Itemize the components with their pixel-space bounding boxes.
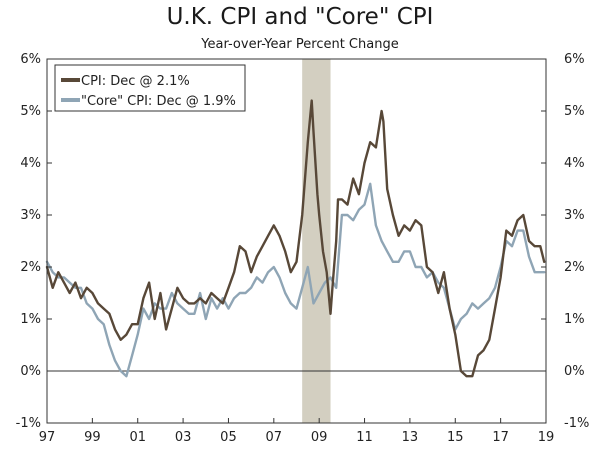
y-tick-label-left: 6% <box>20 52 41 67</box>
core-cpi-series-line <box>45 182 546 378</box>
x-tick-label: 19 <box>538 430 555 445</box>
y-tick-label-left: 5% <box>20 104 41 119</box>
y-tick-label-right: 6% <box>564 52 585 67</box>
x-tick-label: 01 <box>129 430 146 445</box>
x-tick-labels: 97 99 01 03 05 07 09 11 13 15 17 19 <box>39 418 555 445</box>
recession-layer <box>302 59 331 423</box>
y-tick-label-right: 3% <box>564 208 585 223</box>
recession-band <box>302 59 331 423</box>
y-tick-label-left: 2% <box>20 260 41 275</box>
legend-box <box>54 64 246 112</box>
x-tick-label: 13 <box>402 430 419 445</box>
x-tick-label: 99 <box>84 430 101 445</box>
y-tick-label-left: 1% <box>20 312 41 327</box>
y-tick-label-left: 4% <box>20 156 41 171</box>
y-tick-label-left: -1% <box>16 416 41 431</box>
y-tick-label-right: 1% <box>564 312 585 327</box>
chart-subtitle: Year-over-Year Percent Change <box>201 37 399 52</box>
y-tick-label-right: 2% <box>564 260 585 275</box>
x-tick-label: 07 <box>266 430 283 445</box>
y-tick-label-right: 5% <box>564 104 585 119</box>
y-tick-label-left: 3% <box>20 208 41 223</box>
series-layer <box>45 99 546 378</box>
x-tick-label: 15 <box>447 430 464 445</box>
y-tick-labels-right: -1% 0% 1% 2% 3% 4% 5% 6% <box>541 52 589 431</box>
x-tick-label: 11 <box>356 430 373 445</box>
x-tick-label: 03 <box>175 430 192 445</box>
y-tick-label-right: 0% <box>564 364 585 379</box>
y-tick-label-left: 0% <box>20 364 41 379</box>
plot-frame <box>46 58 547 424</box>
chart-title: U.K. CPI and "Core" CPI <box>166 4 434 30</box>
y-tick-labels-left: -1% 0% 1% 2% 3% 4% 5% 6% <box>16 52 52 431</box>
x-tick-label: 09 <box>311 430 328 445</box>
y-tick-label-right: -1% <box>564 416 589 431</box>
y-tick-label-right: 4% <box>564 156 585 171</box>
x-tick-label: 97 <box>39 430 56 445</box>
x-tick-label: 17 <box>492 430 509 445</box>
legend: CPI: Dec @ 2.1% "Core" CPI: Dec @ 1.9% <box>54 64 246 112</box>
x-tick-label: 05 <box>220 430 237 445</box>
legend-label-cpi: CPI: Dec @ 2.1% <box>81 74 190 89</box>
cpi-series-line <box>45 99 546 378</box>
legend-label-core-cpi: "Core" CPI: Dec @ 1.9% <box>81 94 236 109</box>
